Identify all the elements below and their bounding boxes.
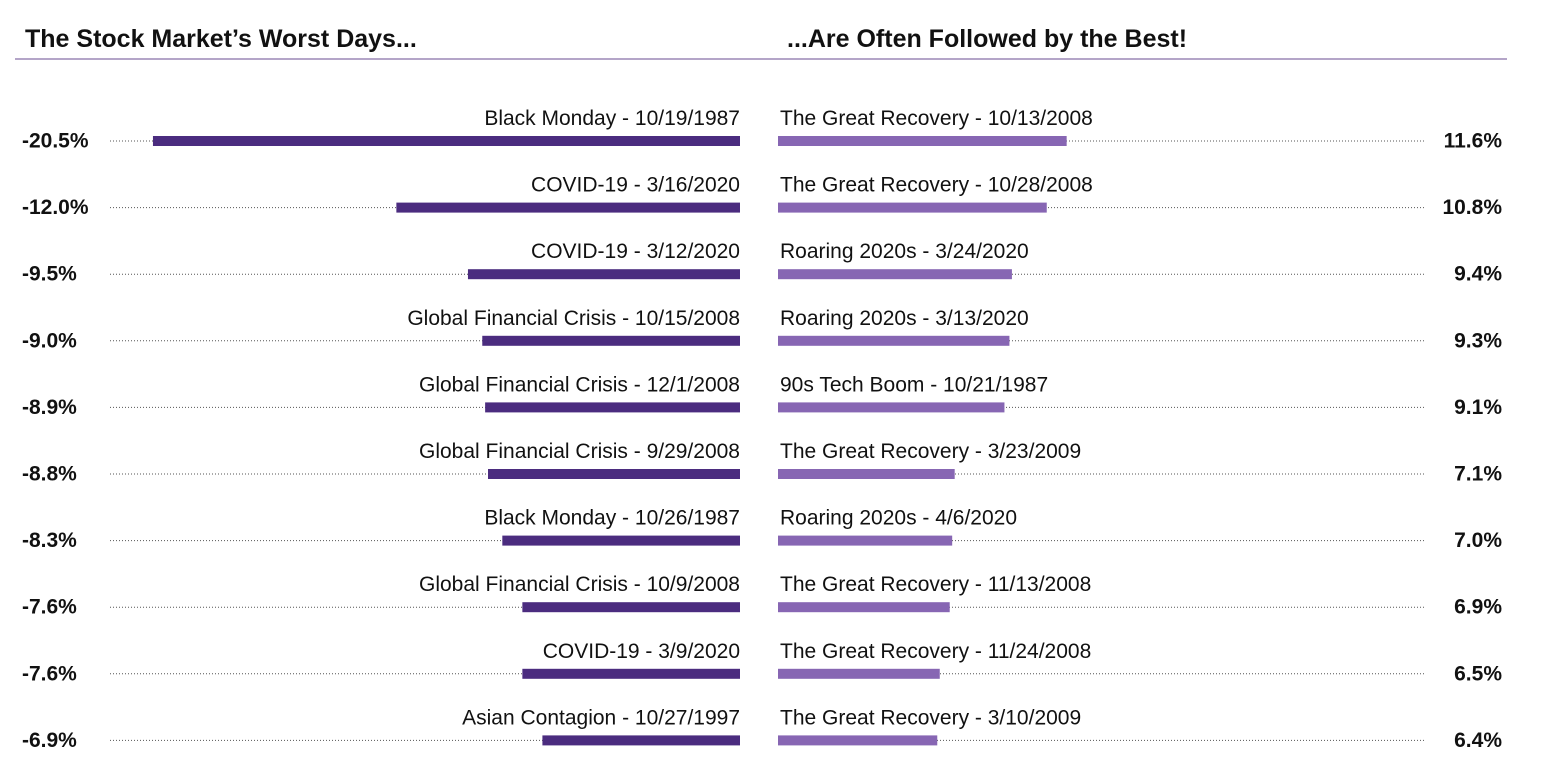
bar (778, 602, 950, 613)
category-label: Black Monday - 10/26/1987 (484, 507, 740, 530)
value-label: 6.5% (1454, 662, 1502, 685)
bar (467, 269, 740, 280)
bar (778, 202, 1047, 213)
category-label: Global Financial Crisis - 10/15/2008 (407, 307, 740, 330)
bar (778, 735, 938, 746)
value-label: 6.9% (1454, 596, 1502, 619)
value-label: 9.3% (1454, 329, 1502, 352)
category-label: Roaring 2020s - 3/13/2020 (780, 307, 1029, 330)
bar (482, 335, 740, 346)
bar (396, 202, 740, 213)
value-label: -7.6% (22, 596, 77, 619)
category-label: The Great Recovery - 10/13/2008 (780, 107, 1093, 130)
bar (502, 535, 740, 546)
bar (522, 602, 740, 613)
panel-title: ...Are Often Followed by the Best! (787, 25, 1187, 53)
value-label: -8.8% (22, 463, 77, 486)
category-label: The Great Recovery - 3/10/2009 (780, 706, 1081, 729)
value-label: -8.3% (22, 529, 77, 552)
category-label: Global Financial Crisis - 10/9/2008 (419, 573, 740, 596)
bar (778, 469, 955, 479)
category-label: Roaring 2020s - 3/24/2020 (780, 240, 1029, 263)
value-label: -7.6% (22, 662, 77, 685)
value-label: 7.1% (1454, 463, 1502, 486)
value-label: -8.9% (22, 396, 77, 419)
bar (488, 469, 740, 479)
bar (152, 136, 741, 146)
category-label: The Great Recovery - 11/13/2008 (780, 573, 1091, 596)
category-label: The Great Recovery - 3/23/2009 (780, 440, 1081, 463)
category-label: COVID-19 - 3/16/2020 (531, 174, 740, 197)
value-label: 9.4% (1454, 263, 1502, 286)
value-label: 7.0% (1454, 529, 1502, 552)
category-label: 90s Tech Boom - 10/21/1987 (780, 373, 1048, 396)
bar (778, 335, 1010, 346)
value-label: 9.1% (1454, 396, 1502, 419)
category-label: Asian Contagion - 10/27/1997 (462, 706, 740, 729)
panel-title: The Stock Market’s Worst Days... (25, 25, 417, 53)
bar (778, 269, 1012, 280)
value-label: -12.0% (22, 196, 89, 219)
category-label: COVID-19 - 3/9/2020 (543, 640, 740, 663)
category-label: Black Monday - 10/19/1987 (484, 107, 740, 130)
value-label: 6.4% (1454, 729, 1502, 752)
value-label: -9.0% (22, 329, 77, 352)
bar (522, 668, 740, 679)
bar (778, 402, 1005, 413)
value-label: -6.9% (22, 729, 77, 752)
category-label: The Great Recovery - 11/24/2008 (780, 640, 1091, 663)
value-label: -9.5% (22, 263, 77, 286)
bar (778, 535, 953, 546)
bar (778, 136, 1067, 146)
category-label: Global Financial Crisis - 9/29/2008 (419, 440, 740, 463)
bar (542, 735, 740, 746)
bar (485, 402, 740, 413)
value-label: 11.6% (1444, 130, 1503, 153)
category-label: Roaring 2020s - 4/6/2020 (780, 507, 1017, 530)
value-label: 10.8% (1442, 196, 1502, 219)
value-label: -20.5% (22, 130, 89, 153)
category-label: Global Financial Crisis - 12/1/2008 (419, 373, 740, 396)
category-label: The Great Recovery - 10/28/2008 (780, 174, 1093, 197)
bar (778, 668, 940, 679)
category-label: COVID-19 - 3/12/2020 (531, 240, 740, 263)
